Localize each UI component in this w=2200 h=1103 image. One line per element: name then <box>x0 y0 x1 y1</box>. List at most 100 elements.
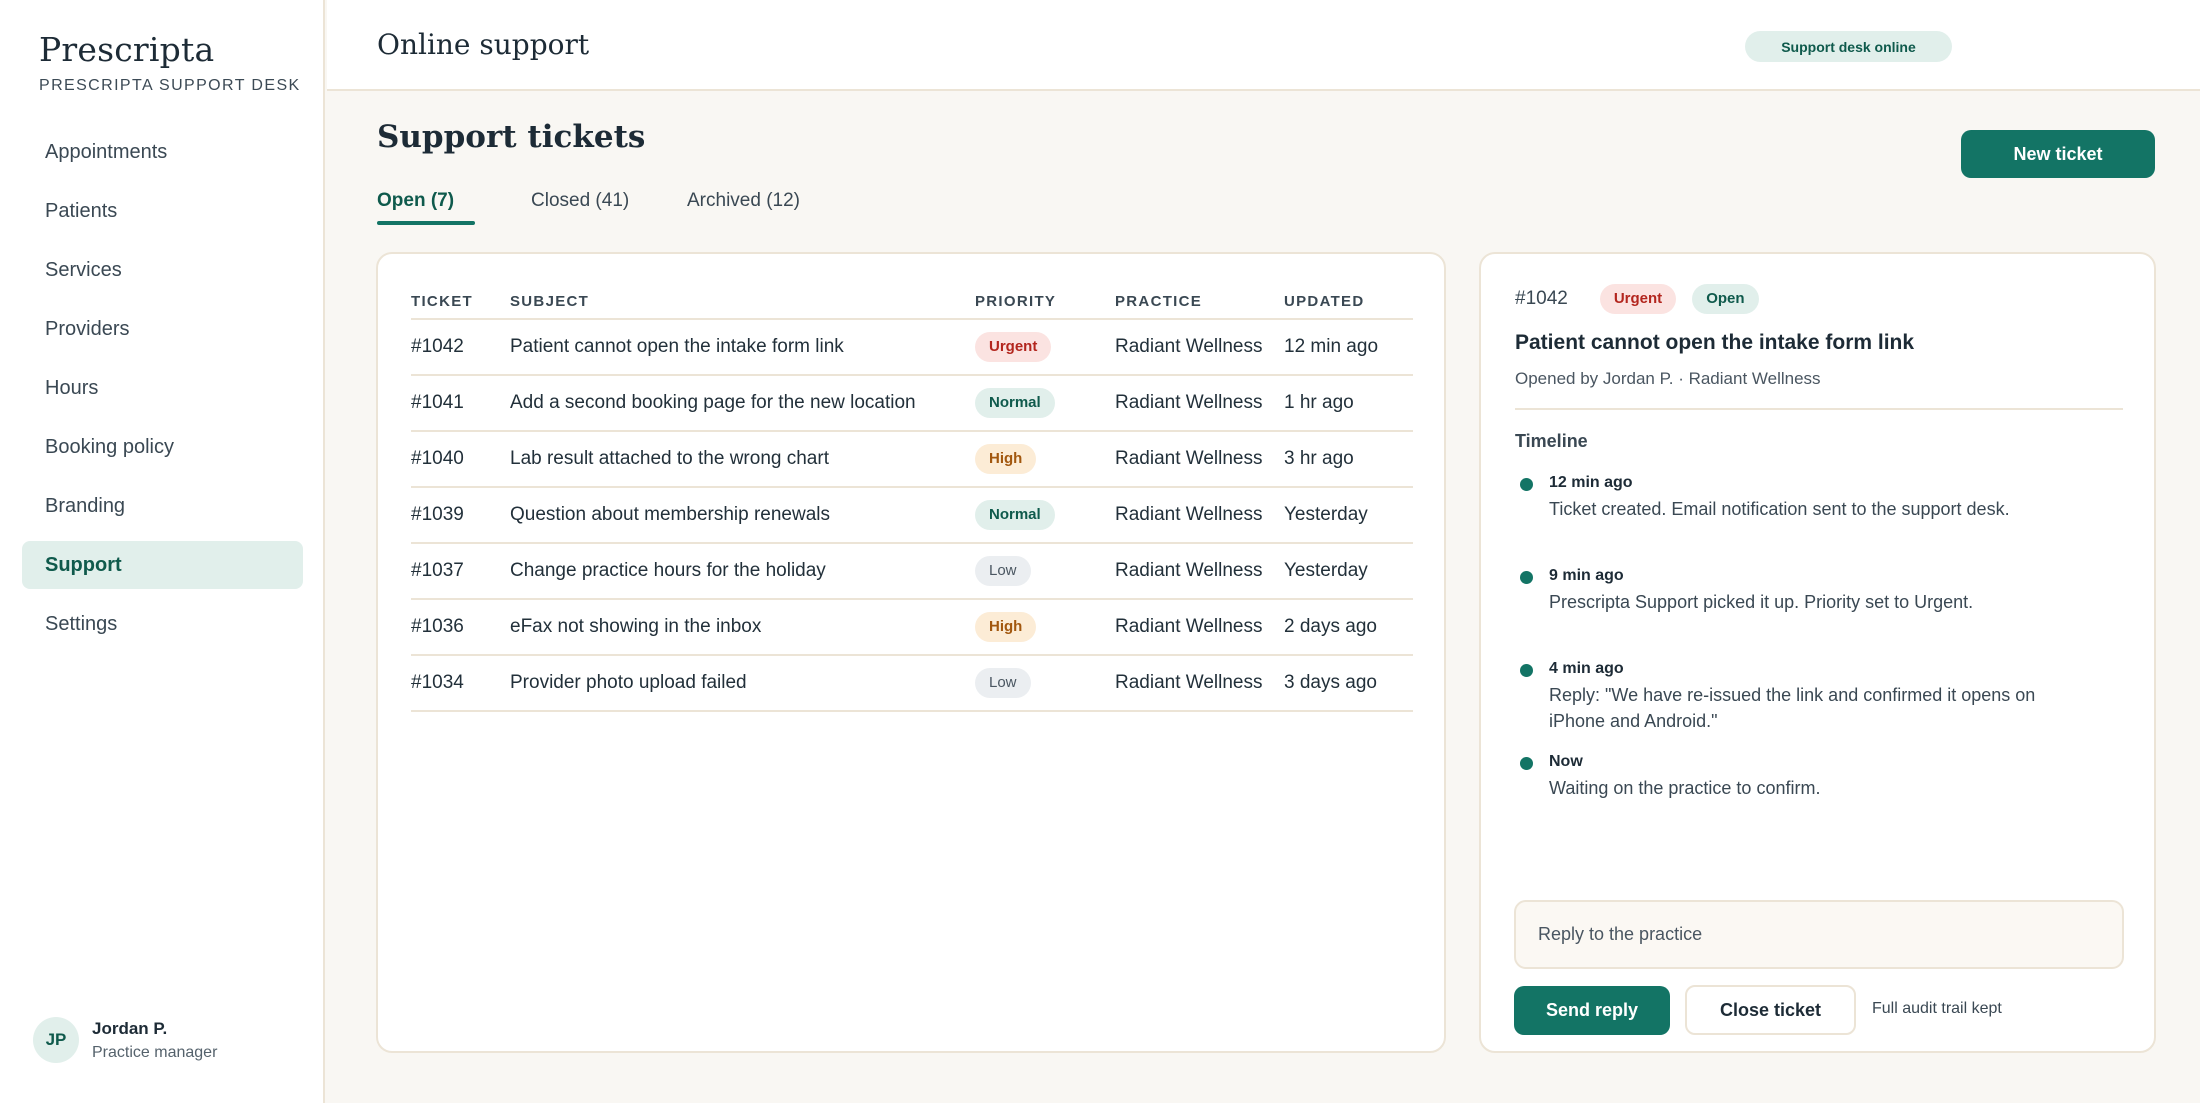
ticket-practice: Radiant Wellness <box>1115 375 1284 432</box>
priority-badge: Low <box>975 556 1031 586</box>
close-ticket-button[interactable]: Close ticket <box>1685 985 1856 1035</box>
timeline-time: 9 min ago <box>1549 567 1624 584</box>
ticket-updated: Yesterday <box>1284 487 1413 544</box>
table-row[interactable]: #1042 Patient cannot open the intake for… <box>411 319 1413 376</box>
timeline-dot-icon <box>1520 757 1533 770</box>
ticket-updated: 1 hr ago <box>1284 375 1413 432</box>
timeline-time: 12 min ago <box>1549 474 1633 491</box>
brand-logo: Prescripta <box>39 30 215 69</box>
priority-cell: Normal <box>975 487 1115 544</box>
priority-cell: Urgent <box>975 319 1115 376</box>
ticket-updated: Yesterday <box>1284 543 1413 600</box>
ticket-subject: Lab result attached to the wrong chart <box>510 431 975 488</box>
send-reply-button[interactable]: Send reply <box>1514 986 1670 1035</box>
priority-badge: Normal <box>975 500 1055 530</box>
ticket-id: #1037 <box>411 543 510 600</box>
table-row[interactable]: #1040 Lab result attached to the wrong c… <box>411 431 1413 488</box>
section-title: Support tickets <box>377 119 646 155</box>
priority-badge: Urgent <box>1599 284 1677 314</box>
status-badge: Open <box>1692 284 1759 314</box>
column-header-priority[interactable]: PRIORITY <box>975 284 1115 320</box>
ticket-practice: Radiant Wellness <box>1115 599 1284 656</box>
table-row[interactable]: #1039 Question about membership renewals… <box>411 487 1413 544</box>
ticket-updated: 3 days ago <box>1284 655 1413 712</box>
user-name: Jordan P. <box>92 1018 168 1038</box>
ticket-subject: Question about membership renewals <box>510 487 975 544</box>
priority-cell: Normal <box>975 375 1115 432</box>
column-header-practice[interactable]: PRACTICE <box>1115 284 1284 320</box>
ticket-subject: Provider photo upload failed <box>510 655 975 712</box>
user-info: Jordan P. Practice manager <box>92 1019 217 1062</box>
priority-badge: Low <box>975 668 1031 698</box>
brand-subtitle: PRESCRIPTA SUPPORT DESK <box>39 77 301 94</box>
avatar: JP <box>33 1017 79 1063</box>
ticket-updated: 3 hr ago <box>1284 431 1413 488</box>
ticket-practice: Radiant Wellness <box>1115 319 1284 376</box>
page-title: Online support <box>377 28 590 61</box>
ticket-practice: Radiant Wellness <box>1115 487 1284 544</box>
table-row[interactable]: #1036 eFax not showing in the inbox High… <box>411 599 1413 656</box>
ticket-detail-panel: #1042 Urgent Open Patient cannot open th… <box>1479 252 2156 1053</box>
tickets-table: TICKET SUBJECT PRIORITY PRACTICE UPDATED… <box>411 284 1413 712</box>
tickets-card: TICKET SUBJECT PRIORITY PRACTICE UPDATED… <box>376 252 1446 1053</box>
priority-badge: Normal <box>975 388 1055 418</box>
ticket-subject: Patient cannot open the intake form link <box>510 319 975 376</box>
sidebar-item-support[interactable]: Support <box>22 541 303 589</box>
sidebar-item-appointments[interactable]: Appointments <box>45 140 168 163</box>
priority-badge: High <box>975 444 1037 474</box>
sidebar-item-hours[interactable]: Hours <box>45 376 99 399</box>
status-badge: Support desk online <box>1745 31 1952 62</box>
timeline-dot-icon <box>1520 478 1533 491</box>
table-header-row: TICKET SUBJECT PRIORITY PRACTICE UPDATED <box>411 284 1413 320</box>
divider <box>1515 408 2123 410</box>
ticket-id: #1034 <box>411 655 510 712</box>
timeline-text: Reply: "We have re-issued the link and c… <box>1549 685 2036 731</box>
ticket-detail-header: #1042 Urgent Open <box>1515 284 1775 314</box>
ticket-updated: 12 min ago <box>1284 319 1413 376</box>
sidebar-item-patients[interactable]: Patients <box>45 199 118 222</box>
user-profile[interactable]: JP Jordan P. Practice manager <box>33 1017 217 1063</box>
ticket-id: #1042 <box>411 319 510 376</box>
ticket-id: #1036 <box>411 599 510 656</box>
tab-closed[interactable]: Closed (41) <box>531 190 630 211</box>
priority-cell: Low <box>975 543 1115 600</box>
timeline-title: Timeline <box>1515 431 1588 451</box>
tab-open[interactable]: Open (7) <box>377 190 476 226</box>
sidebar-item-providers[interactable]: Providers <box>45 317 130 340</box>
audit-note: Full audit trail kept <box>1872 1000 2002 1017</box>
new-ticket-button[interactable]: New ticket <box>1961 130 2155 178</box>
column-header-ticket[interactable]: TICKET <box>411 284 510 320</box>
top-bar: Online support Support desk online <box>327 0 2200 91</box>
ticket-practice: Radiant Wellness <box>1115 543 1284 600</box>
ticket-id: #1039 <box>411 487 510 544</box>
reply-input[interactable] <box>1514 900 2124 969</box>
timeline-dot-icon <box>1520 664 1533 677</box>
tab-archived[interactable]: Archived (12) <box>687 190 800 211</box>
timeline-text: Prescripta Support picked it up. Priorit… <box>1549 592 1974 612</box>
user-role: Practice manager <box>92 1043 218 1061</box>
column-header-subject[interactable]: SUBJECT <box>510 284 975 320</box>
priority-badge: Urgent <box>975 332 1052 362</box>
table-row[interactable]: #1041 Add a second booking page for the … <box>411 375 1413 432</box>
ticket-practice: Radiant Wellness <box>1115 655 1284 712</box>
ticket-id: #1041 <box>411 375 510 432</box>
ticket-subject: Add a second booking page for the new lo… <box>510 375 975 432</box>
table-row[interactable]: #1037 Change practice hours for the holi… <box>411 543 1413 600</box>
priority-cell: High <box>975 599 1115 656</box>
sidebar-nav: Appointments Patients Services Providers… <box>22 128 303 659</box>
priority-cell: Low <box>975 655 1115 712</box>
sidebar-item-booking-policy[interactable]: Booking policy <box>45 435 174 458</box>
priority-cell: High <box>975 431 1115 488</box>
sidebar-item-services[interactable]: Services <box>45 258 122 281</box>
ticket-practice: Radiant Wellness <box>1115 431 1284 488</box>
timeline-text: Waiting on the practice to confirm. <box>1549 778 1821 798</box>
column-header-updated[interactable]: UPDATED <box>1284 284 1413 320</box>
timeline-time: 4 min ago <box>1549 660 1624 677</box>
sidebar: Prescripta PRESCRIPTA SUPPORT DESK Appoi… <box>0 0 325 1103</box>
sidebar-item-branding[interactable]: Branding <box>45 494 126 517</box>
table-row[interactable]: #1034 Provider photo upload failed Low R… <box>411 655 1413 712</box>
timeline-dot-icon <box>1520 571 1533 584</box>
sidebar-item-settings[interactable]: Settings <box>45 612 118 635</box>
ticket-detail-title: Patient cannot open the intake form link <box>1515 331 1915 354</box>
ticket-detail-meta: Opened by Jordan P. · Radiant Wellness <box>1515 369 1821 388</box>
